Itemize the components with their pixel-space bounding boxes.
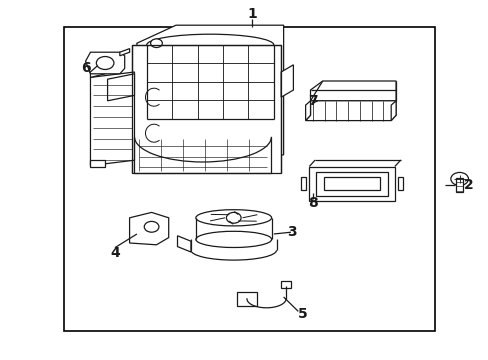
Polygon shape — [177, 236, 190, 252]
Polygon shape — [397, 177, 402, 190]
Bar — [281, 281, 290, 288]
Text: 2: 2 — [463, 179, 472, 192]
Polygon shape — [281, 65, 293, 97]
Polygon shape — [90, 160, 105, 167]
Polygon shape — [300, 177, 305, 190]
Polygon shape — [85, 52, 124, 74]
Polygon shape — [305, 101, 310, 121]
Polygon shape — [323, 177, 380, 190]
Polygon shape — [90, 67, 105, 77]
Text: 3: 3 — [287, 225, 297, 239]
Bar — [63, 27, 434, 331]
Text: 4: 4 — [110, 246, 120, 260]
Polygon shape — [315, 172, 387, 196]
Text: 5: 5 — [298, 307, 307, 321]
Text: 7: 7 — [307, 94, 317, 108]
Polygon shape — [90, 72, 134, 166]
Polygon shape — [305, 101, 395, 121]
Circle shape — [226, 212, 241, 223]
Polygon shape — [308, 166, 394, 201]
Text: 8: 8 — [307, 197, 317, 210]
Polygon shape — [132, 45, 281, 173]
Polygon shape — [120, 49, 129, 56]
Polygon shape — [390, 101, 395, 121]
Circle shape — [450, 172, 468, 185]
Polygon shape — [129, 212, 168, 245]
Bar — [455, 178, 462, 192]
Polygon shape — [310, 81, 395, 101]
Polygon shape — [137, 25, 283, 173]
Bar — [237, 292, 256, 306]
Text: 6: 6 — [81, 62, 90, 75]
Circle shape — [144, 221, 159, 232]
Circle shape — [96, 57, 114, 69]
Circle shape — [150, 39, 162, 48]
Polygon shape — [107, 74, 134, 101]
Text: 1: 1 — [246, 7, 256, 21]
